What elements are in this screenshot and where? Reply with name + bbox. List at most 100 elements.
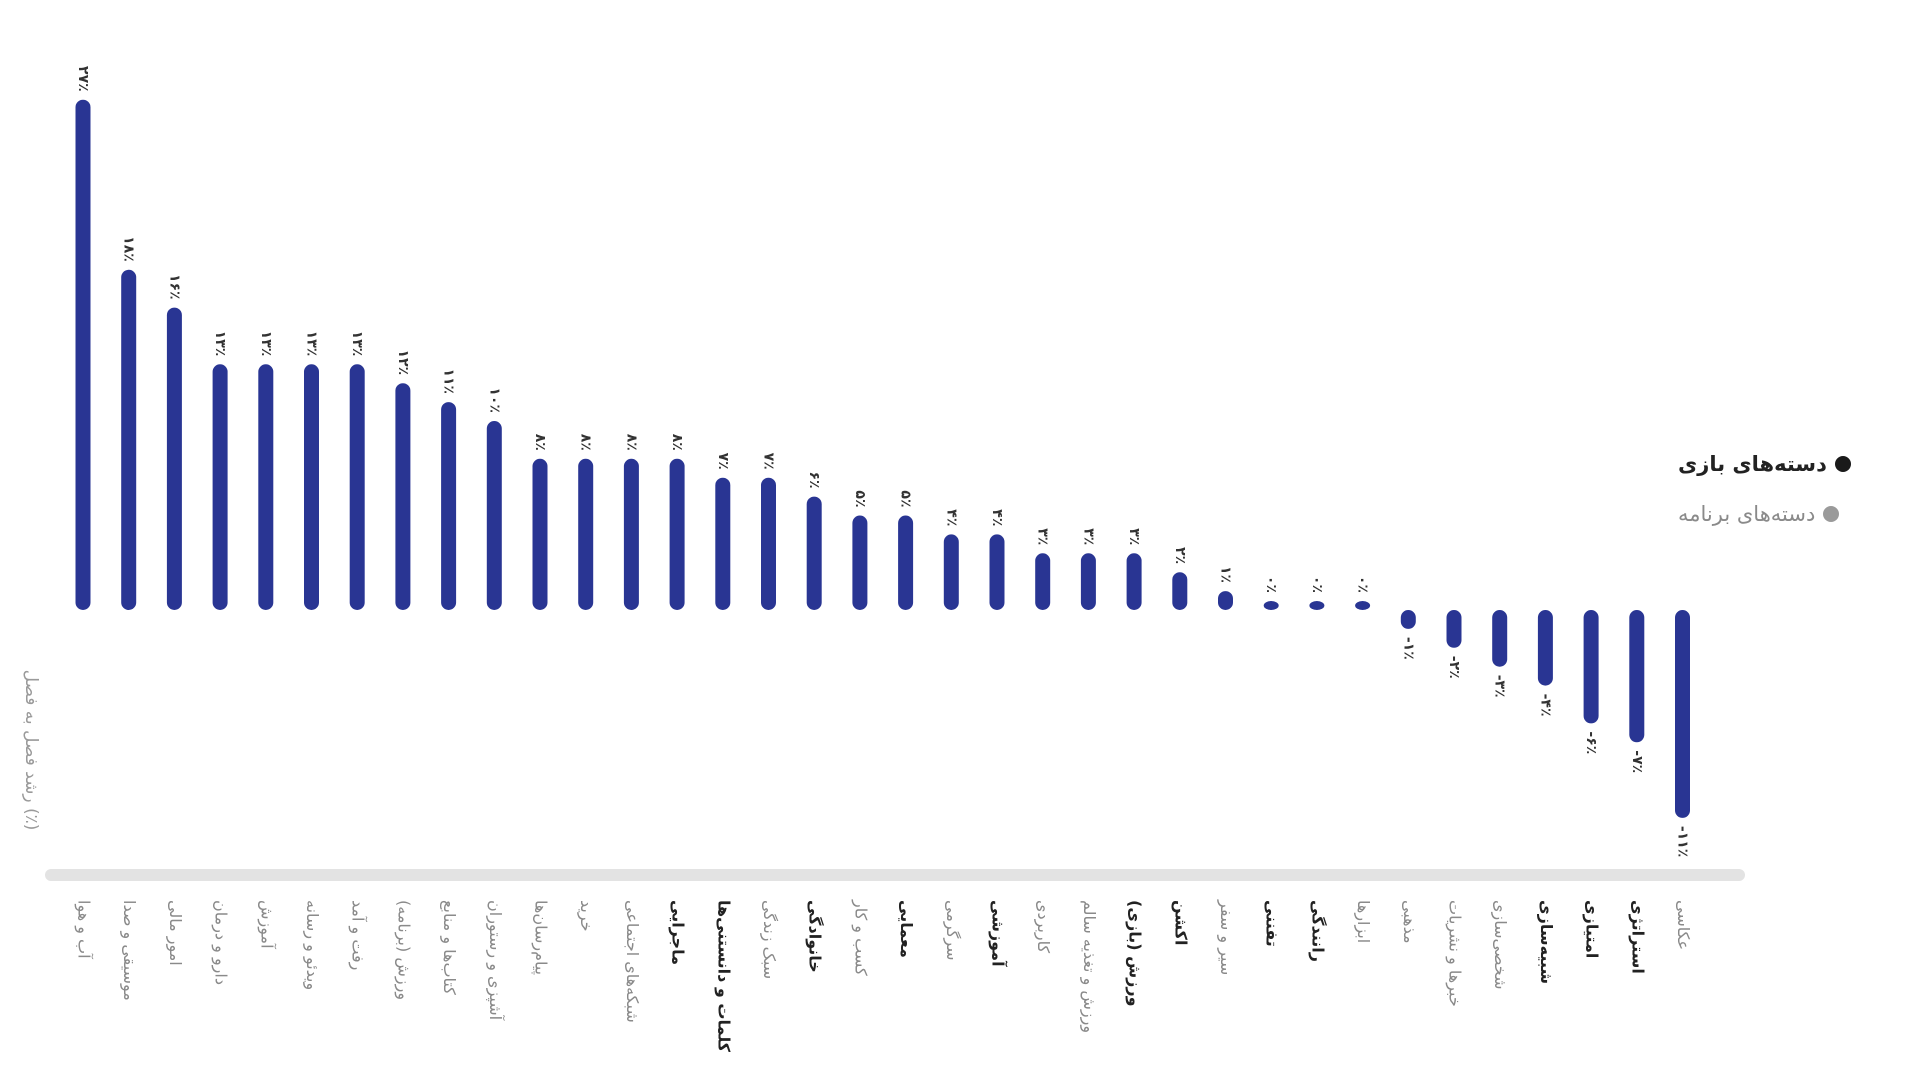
bar-17 <box>852 515 868 610</box>
bar-29 <box>1400 610 1416 629</box>
category-label-9: آشپزی و رستوران <box>485 900 505 1022</box>
category-label-3: دارو و درمان <box>211 900 231 985</box>
value-label-24: ۲٪ <box>1172 547 1188 564</box>
bar-15 <box>761 477 776 610</box>
value-label-17: ۵٪ <box>852 490 868 507</box>
bar-3 <box>212 364 228 610</box>
category-label-17: کسب و کار <box>850 899 870 976</box>
value-label-2: ۱۶٪ <box>166 274 182 300</box>
category-label-34: استراتژی <box>1628 900 1647 974</box>
y-axis-label: رشد فصل به فصل (٪) <box>21 670 41 831</box>
category-label-5: ویدئو و رسانه <box>302 900 322 990</box>
category-label-27: رانندگی <box>1308 900 1327 962</box>
category-label-15: سبک زندگی <box>759 900 779 979</box>
value-label-25: ۱٪ <box>1218 566 1234 583</box>
value-label-10: ۸٪ <box>532 434 548 451</box>
category-label-22: ورزش و تغذیه سالم <box>1079 900 1099 1033</box>
value-label-8: ۱۱٪ <box>441 368 457 394</box>
bar-23 <box>1126 553 1142 610</box>
category-label-12: شبکه‌های اجتماعی <box>623 900 642 1023</box>
value-label-0: ۲۷٪ <box>75 66 91 92</box>
category-label-1: موسیقی و صدا <box>119 900 139 1001</box>
bar-28 <box>1355 601 1371 610</box>
category-label-30: خبرها و نشریات <box>1445 900 1465 1007</box>
bar-9 <box>486 421 502 610</box>
value-label-35: -۱۱٪ <box>1675 826 1691 857</box>
value-label-5: ۱۳٪ <box>304 331 320 357</box>
category-label-32: شبیه‌سازی <box>1537 900 1556 984</box>
value-label-15: ۷٪ <box>761 453 777 470</box>
category-label-19: سرگرمی <box>942 900 962 961</box>
bar-13 <box>669 458 685 610</box>
category-label-31: شخصی‌سازی <box>1490 900 1510 989</box>
category-label-20: آموزشی <box>989 900 1009 967</box>
bar-18 <box>898 515 914 610</box>
value-label-4: ۱۳٪ <box>258 331 274 357</box>
value-label-28: ۰٪ <box>1355 576 1371 593</box>
value-label-18: ۵٪ <box>898 490 914 507</box>
value-label-11: ۸٪ <box>578 434 594 451</box>
bar-35 <box>1675 610 1690 818</box>
category-label-21: کاربردی <box>1033 900 1053 954</box>
bar-33 <box>1583 610 1599 724</box>
bar-27 <box>1309 601 1325 610</box>
category-label-35: عکاسی <box>1674 900 1693 950</box>
value-label-32: -۴٪ <box>1537 694 1553 717</box>
value-label-27: ۰٪ <box>1309 576 1325 593</box>
bar-0 <box>75 99 91 610</box>
value-label-7: ۱۲٪ <box>395 350 411 376</box>
category-label-18: معمایی <box>897 900 916 958</box>
legend-item-apps: دسته‌های برنامه <box>1678 502 1898 526</box>
value-label-29: -۱٪ <box>1400 637 1416 660</box>
category-label-10: پیام‌رسان‌ها <box>531 900 551 975</box>
chart-legend: دسته‌های بازی دسته‌های برنامه <box>1678 452 1898 552</box>
value-label-13: ۸٪ <box>669 434 685 451</box>
bar-19 <box>943 534 959 610</box>
axis-baseline <box>45 869 1745 881</box>
category-label-29: مذهبی <box>1400 900 1419 944</box>
bar-10 <box>532 458 548 610</box>
bar-25 <box>1218 591 1233 610</box>
legend-dot-apps <box>1823 506 1840 522</box>
bar-24 <box>1172 572 1188 610</box>
bar-1 <box>121 269 137 610</box>
category-label-24: اکشن <box>1171 900 1190 945</box>
legend-label-games: دسته‌های بازی <box>1678 452 1827 476</box>
category-label-16: خانوادگی <box>806 900 825 973</box>
value-label-31: -۳٪ <box>1492 675 1508 698</box>
value-label-33: -۶٪ <box>1583 731 1599 754</box>
value-label-19: ۴٪ <box>943 509 959 526</box>
bar-30 <box>1446 610 1462 648</box>
value-label-34: -۷٪ <box>1629 750 1645 773</box>
category-label-0: آب و هوا <box>74 900 94 960</box>
category-label-33: امتیازی <box>1583 900 1602 958</box>
bar-22 <box>1080 553 1096 610</box>
bar-32 <box>1537 610 1553 686</box>
bar-2 <box>166 307 182 610</box>
value-label-22: ۳٪ <box>1080 528 1096 545</box>
bar-12 <box>623 458 639 610</box>
value-label-20: ۴٪ <box>989 509 1005 526</box>
bar-31 <box>1492 610 1508 667</box>
bar-11 <box>578 458 594 610</box>
value-label-6: ۱۳٪ <box>349 331 365 357</box>
bar-21 <box>1035 553 1051 610</box>
bar-7 <box>395 383 411 610</box>
category-label-13: ماجرایی <box>669 900 688 965</box>
value-label-14: ۷٪ <box>715 453 731 470</box>
value-label-3: ۱۳٪ <box>212 331 228 357</box>
value-label-21: ۳٪ <box>1035 528 1051 545</box>
bar-14 <box>715 477 731 610</box>
bar-8 <box>441 402 457 610</box>
value-label-26: ۰٪ <box>1263 576 1279 593</box>
category-label-14: کلمات و دانستنی‌ها <box>714 900 733 1053</box>
category-label-7: ورزش (برنامه) <box>393 900 413 1000</box>
category-label-26: تفننی <box>1263 900 1282 947</box>
category-label-23: ورزش (بازی) <box>1126 900 1145 1007</box>
bar-16 <box>806 496 822 610</box>
legend-item-games: دسته‌های بازی <box>1678 452 1898 476</box>
value-label-9: ۱۰٪ <box>486 387 502 413</box>
category-label-28: ابزارها <box>1353 900 1373 943</box>
value-label-30: -۲٪ <box>1446 656 1462 679</box>
